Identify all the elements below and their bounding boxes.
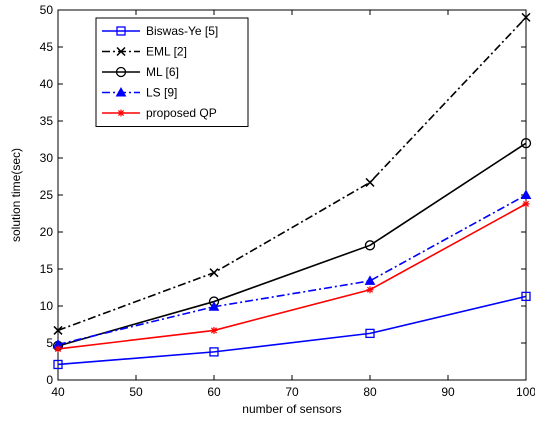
x-tick-label: 70 bbox=[285, 385, 299, 399]
series-eml-2 bbox=[53, 12, 531, 335]
series-line bbox=[57, 203, 527, 350]
x-tick-label: 40 bbox=[51, 385, 65, 399]
legend-label: EML [2] bbox=[146, 45, 187, 59]
legend-label: Biswas-Ye [5] bbox=[146, 24, 218, 38]
legend: Biswas-Ye [5] EML [2] ML [6] LS [9] proposed… bbox=[95, 17, 249, 127]
x-tick-label: 60 bbox=[207, 385, 221, 399]
data-point bbox=[365, 177, 375, 187]
legend-marker bbox=[116, 46, 126, 57]
y-tick-label: 15 bbox=[40, 262, 54, 276]
data-point bbox=[366, 286, 374, 294]
data-point bbox=[209, 268, 219, 278]
data-point bbox=[54, 345, 62, 353]
data-point bbox=[209, 347, 219, 357]
y-tick-label: 30 bbox=[40, 151, 54, 165]
y-tick-label: 40 bbox=[40, 77, 54, 91]
y-tick-label: 50 bbox=[40, 3, 54, 17]
y-tick-label: 5 bbox=[46, 336, 53, 350]
data-point bbox=[520, 138, 532, 149]
y-tick-label: 35 bbox=[40, 114, 54, 128]
series-line bbox=[57, 295, 527, 366]
y-tick-label: 10 bbox=[40, 299, 54, 313]
legend-marker bbox=[116, 26, 126, 36]
x-tick-label: 80 bbox=[363, 385, 377, 399]
legend-marker bbox=[115, 86, 127, 97]
data-point bbox=[364, 275, 376, 285]
legend-label: ML [6] bbox=[146, 65, 179, 79]
legend-item: proposed QP bbox=[102, 106, 217, 120]
legend-item: LS [9] bbox=[102, 86, 177, 100]
series-line bbox=[57, 194, 527, 346]
series-proposed-qp bbox=[54, 200, 530, 353]
x-tick-label: 90 bbox=[441, 385, 455, 399]
data-point bbox=[365, 328, 375, 339]
data-point bbox=[364, 240, 376, 251]
y-tick-label: 20 bbox=[40, 225, 54, 239]
x-axis-label: number of sensors bbox=[242, 402, 341, 416]
legend-item: ML [6] bbox=[102, 65, 179, 79]
data-point bbox=[208, 301, 220, 311]
legend-marker bbox=[115, 66, 127, 78]
data-point bbox=[522, 200, 530, 208]
y-tick-label: 25 bbox=[40, 188, 54, 202]
y-axis-label: solution time(sec) bbox=[9, 148, 23, 242]
data-point bbox=[210, 326, 218, 334]
x-tick-label: 50 bbox=[129, 385, 143, 399]
legend-item: EML [2] bbox=[102, 45, 187, 59]
series-line bbox=[57, 16, 527, 332]
data-point bbox=[520, 189, 532, 199]
legend-marker bbox=[117, 109, 125, 117]
legend-label: proposed QP bbox=[146, 106, 217, 120]
y-tick-label: 0 bbox=[46, 373, 53, 387]
legend-item: Biswas-Ye [5] bbox=[102, 24, 218, 38]
data-point bbox=[53, 325, 63, 335]
legend-label: LS [9] bbox=[146, 86, 177, 100]
x-tick-label: 100 bbox=[516, 385, 535, 399]
y-tick-label: 45 bbox=[40, 40, 54, 54]
series-biswas-ye-5 bbox=[53, 291, 531, 370]
data-point bbox=[53, 359, 63, 370]
series-line bbox=[57, 142, 527, 347]
data-point bbox=[521, 12, 531, 22]
data-point bbox=[521, 291, 531, 302]
